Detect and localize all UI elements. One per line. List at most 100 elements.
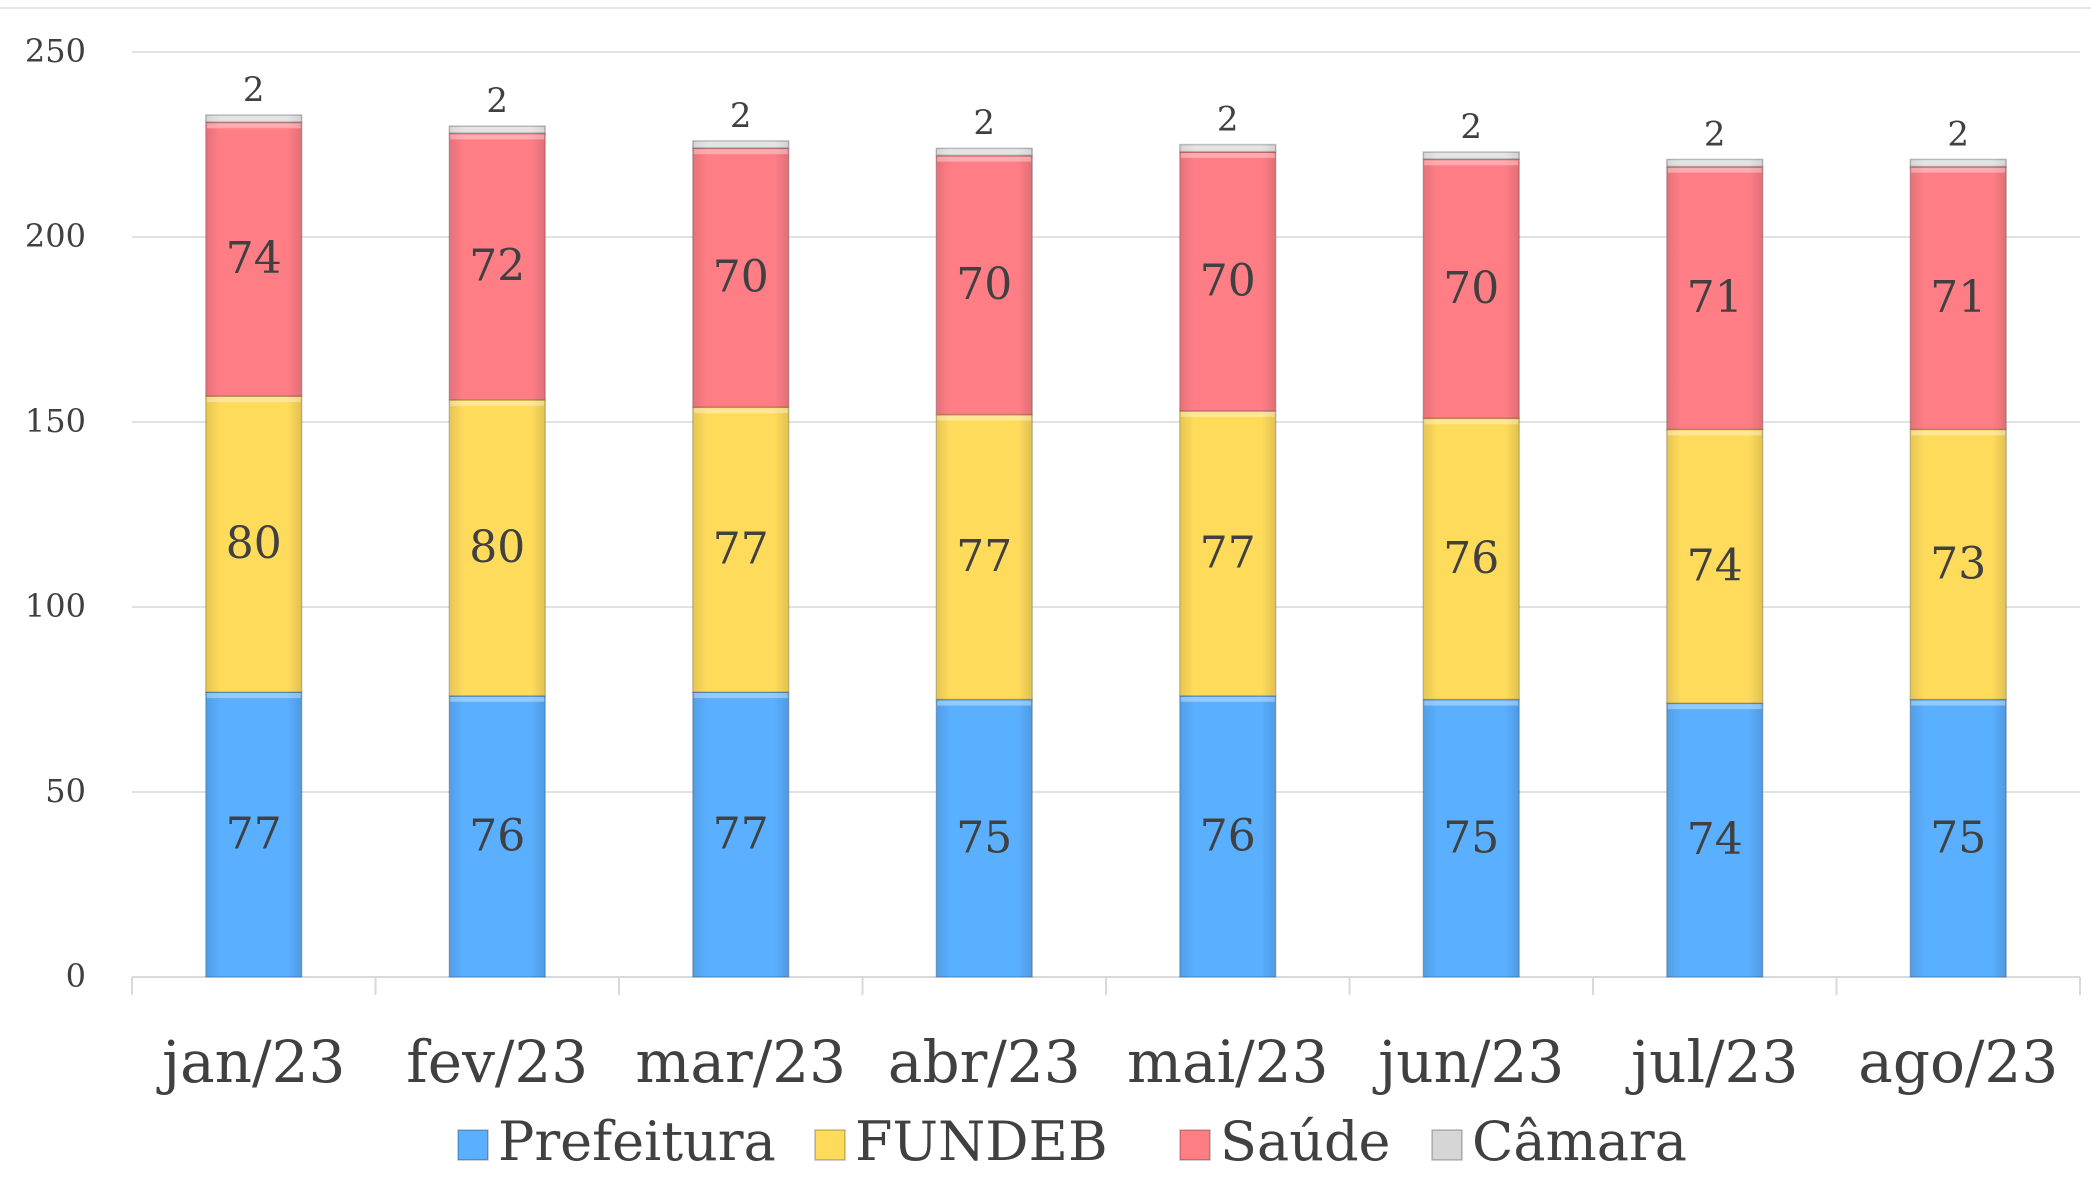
data-label: 77 xyxy=(956,531,1012,582)
bar-fundeb-fev-23-shading xyxy=(449,399,546,696)
legend-swatch-saude xyxy=(1179,1129,1211,1161)
y-tick-label: 200 xyxy=(25,217,86,255)
bar-saude-mar-23-shading xyxy=(692,148,789,408)
bar-prefeitura-mar-23-shading xyxy=(692,692,789,977)
data-label: 71 xyxy=(1930,272,1986,323)
bar-fundeb-jun-23-shading xyxy=(1423,418,1520,700)
data-label: 2 xyxy=(1460,107,1482,147)
data-label: 2 xyxy=(730,96,752,136)
bar-camara-mar-23-shading xyxy=(692,140,789,149)
data-label: 80 xyxy=(469,522,525,573)
data-label: 2 xyxy=(486,81,508,121)
data-label: 2 xyxy=(973,103,995,143)
bar-camara-abr-23-highlight xyxy=(937,149,1032,155)
data-label: 2 xyxy=(1217,100,1239,140)
bar-fundeb-jan-23-shading xyxy=(205,396,302,693)
data-label: 71 xyxy=(1687,272,1743,323)
data-label: 72 xyxy=(469,241,525,292)
bar-saude-ago-23-highlight xyxy=(1911,167,2006,173)
bar-camara-jun-23-shading xyxy=(1423,151,1520,160)
bar-camara-mai-23-highlight xyxy=(1180,145,1275,151)
data-label: 80 xyxy=(226,518,282,569)
data-label: 75 xyxy=(956,812,1012,863)
data-label: 73 xyxy=(1930,538,1986,589)
bar-camara-jan-23-shading xyxy=(205,114,302,123)
x-category-label: fev/23 xyxy=(406,1028,588,1096)
bar-fundeb-jul-23-highlight xyxy=(1667,430,1762,436)
bar-prefeitura-fev-23-highlight xyxy=(450,696,545,702)
x-category-label: abr/23 xyxy=(888,1028,1081,1096)
bar-camara-mar-23-highlight xyxy=(693,141,788,147)
bar-prefeitura-jun-23-shading xyxy=(1423,699,1520,977)
bar-fundeb-mar-23-highlight xyxy=(693,408,788,414)
y-tick-label: 250 xyxy=(25,32,86,70)
bar-camara-jul-23-shading xyxy=(1666,159,1763,167)
bar-camara-abr-23-shading xyxy=(936,148,1033,156)
legend-label-fundeb: FUNDEB xyxy=(855,1110,1108,1173)
bar-fundeb-mar-23-shading xyxy=(692,407,789,693)
data-label: 77 xyxy=(226,809,282,860)
data-label: 2 xyxy=(1704,114,1726,154)
bar-fundeb-abr-23-highlight xyxy=(937,415,1032,421)
data-label: 75 xyxy=(1930,812,1986,863)
bar-saude-mai-23-shading xyxy=(1179,151,1276,411)
bar-fundeb-abr-23-shading xyxy=(936,414,1033,700)
bar-saude-jun-23-shading xyxy=(1423,159,1520,419)
bar-fundeb-fev-23-highlight xyxy=(450,400,545,406)
data-label: 2 xyxy=(1947,114,1969,154)
data-label: 77 xyxy=(1200,527,1256,578)
bar-saude-abr-23-highlight xyxy=(937,156,1032,162)
bar-camara-mai-23-shading xyxy=(1179,144,1276,152)
legend: Prefeitura FUNDEB Saúde Câmara xyxy=(457,1110,1687,1173)
data-label: 77 xyxy=(713,524,769,575)
y-tick-label: 150 xyxy=(25,402,86,440)
bar-prefeitura-jan-23-highlight xyxy=(206,693,301,699)
bar-camara-jan-23-highlight xyxy=(206,115,301,121)
x-category-label: jul/23 xyxy=(1625,1028,1798,1096)
bar-saude-jan-23-highlight xyxy=(206,123,301,129)
bar-saude-mai-23-highlight xyxy=(1180,152,1275,158)
bar-prefeitura-mai-23-highlight xyxy=(1180,696,1275,702)
bar-fundeb-jan-23-highlight xyxy=(206,397,301,403)
legend-label-saude: Saúde xyxy=(1220,1110,1391,1173)
data-label: 70 xyxy=(1200,255,1256,306)
data-label: 2 xyxy=(243,70,265,110)
bar-prefeitura-jul-23-highlight xyxy=(1667,704,1762,710)
data-label: 70 xyxy=(956,259,1012,310)
bar-prefeitura-abr-23-highlight xyxy=(937,700,1032,706)
bar-camara-fev-23-highlight xyxy=(450,127,545,132)
data-labels: 77 80 74 2 76 80 72 2 77 77 70 2 75 77 70 2 76 77 70 2 75 76 7… xyxy=(226,70,1987,865)
x-category-label: jun/23 xyxy=(1372,1028,1564,1096)
bar-saude-jul-23-shading xyxy=(1666,166,1763,430)
bar-saude-jan-23-shading xyxy=(205,122,302,397)
y-tick-label: 50 xyxy=(45,772,86,810)
bar-camara-fev-23-shading xyxy=(449,126,546,134)
bar-saude-ago-23-shading xyxy=(1910,166,2007,430)
y-tick-label: 100 xyxy=(25,587,86,625)
axes: 0 50 100 150 200 250 jan/23 fev/23 mar/23 abr/23 m… xyxy=(25,32,2081,1096)
data-label: 70 xyxy=(1443,263,1499,314)
x-category-label: mar/23 xyxy=(635,1028,846,1096)
bars xyxy=(205,114,2007,978)
x-category-label: jan/23 xyxy=(156,1028,345,1096)
bar-camara-ago-23-highlight xyxy=(1911,160,2006,166)
bar-prefeitura-fev-23-shading xyxy=(449,695,546,977)
y-tick-label: 0 xyxy=(66,957,86,995)
bar-prefeitura-jan-23-shading xyxy=(205,692,302,977)
legend-swatch-camara xyxy=(1431,1129,1463,1161)
data-label: 76 xyxy=(469,810,525,861)
data-label: 74 xyxy=(1687,814,1743,865)
bar-fundeb-mai-23-highlight xyxy=(1180,411,1275,417)
bar-prefeitura-abr-23-shading xyxy=(936,699,1033,977)
legend-label-camara: Câmara xyxy=(1472,1110,1687,1173)
bar-saude-jul-23-highlight xyxy=(1667,167,1762,173)
gridlines xyxy=(132,51,2080,793)
bar-saude-abr-23-shading xyxy=(936,155,1033,415)
x-category-label: ago/23 xyxy=(1858,1028,2058,1096)
bar-prefeitura-jul-23-shading xyxy=(1666,703,1763,977)
data-label: 74 xyxy=(1687,540,1743,591)
bar-camara-jun-23-highlight xyxy=(1424,152,1519,158)
bar-saude-fev-23-highlight xyxy=(450,134,545,140)
